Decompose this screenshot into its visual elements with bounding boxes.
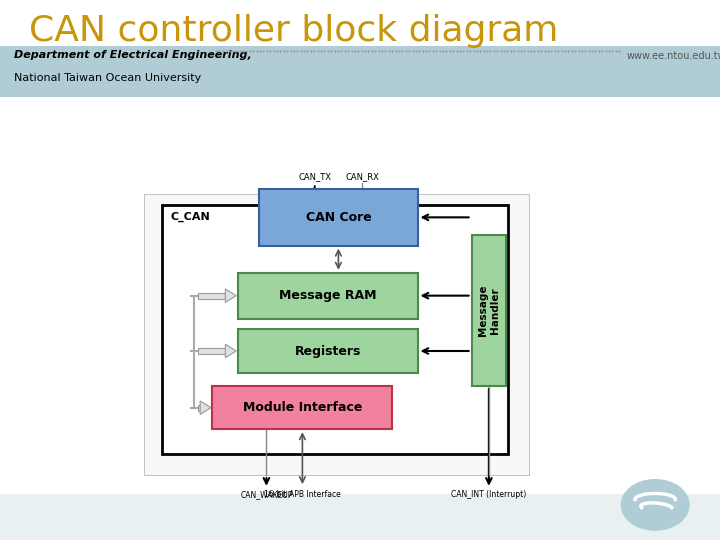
Text: Module Interface: Module Interface <box>243 401 362 414</box>
Text: Registers: Registers <box>294 345 361 357</box>
Polygon shape <box>200 401 211 415</box>
Text: CAN_RX: CAN_RX <box>345 172 379 181</box>
Text: Message RAM: Message RAM <box>279 289 377 302</box>
Bar <box>198 293 225 299</box>
Text: CAN_TX: CAN_TX <box>298 172 331 181</box>
Bar <box>198 404 200 411</box>
Circle shape <box>621 479 690 531</box>
Bar <box>162 205 508 454</box>
Polygon shape <box>225 345 236 358</box>
Polygon shape <box>225 289 236 302</box>
Text: CAN Core: CAN Core <box>305 211 372 224</box>
Text: Department of Electrical Engineering,: Department of Electrical Engineering, <box>14 50 252 60</box>
Text: 16-bit APB Interface: 16-bit APB Interface <box>264 490 341 500</box>
Bar <box>198 348 225 354</box>
Text: CAN_INT (Interrupt): CAN_INT (Interrupt) <box>451 490 526 500</box>
Bar <box>259 189 418 246</box>
Bar <box>472 235 506 386</box>
Text: National Taiwan Ocean University: National Taiwan Ocean University <box>14 73 202 83</box>
Bar <box>0 494 720 540</box>
Bar <box>212 386 392 429</box>
Bar <box>144 194 529 475</box>
Text: Message
Handler: Message Handler <box>478 285 500 336</box>
Text: C_CAN: C_CAN <box>171 212 210 222</box>
Text: CAN_WAKEUP: CAN_WAKEUP <box>240 490 292 500</box>
Text: CAN controller block diagram: CAN controller block diagram <box>29 14 558 48</box>
Bar <box>238 273 418 319</box>
Text: www.ee.ntou.edu.tw: www.ee.ntou.edu.tw <box>626 51 720 61</box>
Bar <box>0 46 720 97</box>
Bar <box>238 329 418 373</box>
